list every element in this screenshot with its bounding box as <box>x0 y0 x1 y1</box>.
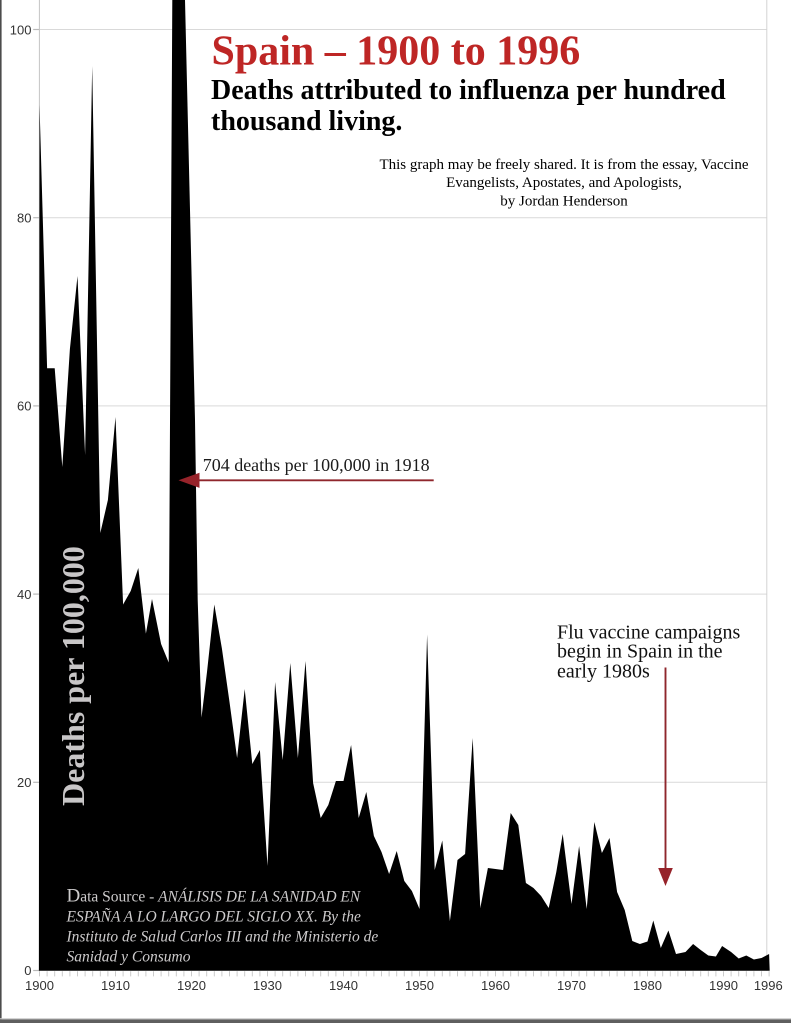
svg-text:100: 100 <box>10 22 32 37</box>
svg-text:Evangelists, Apostates, and Ap: Evangelists, Apostates, and Apologists, <box>446 175 682 191</box>
svg-text:1990: 1990 <box>709 978 738 993</box>
svg-text:Flu vaccine campaigns: Flu vaccine campaigns <box>557 621 740 643</box>
svg-text:thousand living.: thousand living. <box>211 106 402 137</box>
svg-text:80: 80 <box>17 211 31 226</box>
svg-text:20: 20 <box>17 775 31 790</box>
svg-text:Instituto de Salud Carlos III: Instituto de Salud Carlos III and the Mi… <box>66 929 379 946</box>
svg-text:Deaths per 100,000: Deaths per 100,000 <box>55 546 91 806</box>
svg-text:Deaths attributed to influenza: Deaths attributed to influenza per hundr… <box>211 75 726 106</box>
svg-text:This graph may be freely share: This graph may be freely shared. It is f… <box>379 157 748 173</box>
svg-text:60: 60 <box>17 399 31 414</box>
svg-text:1960: 1960 <box>481 978 510 993</box>
svg-text:1940: 1940 <box>329 978 358 993</box>
svg-text:1920: 1920 <box>177 978 206 993</box>
svg-text:early 1980s: early 1980s <box>557 661 650 683</box>
svg-text:1970: 1970 <box>557 978 586 993</box>
svg-text:Sanidad y Consumo: Sanidad y Consumo <box>67 948 191 965</box>
svg-text:begin in Spain in the: begin in Spain in the <box>557 640 723 662</box>
svg-text:1996: 1996 <box>754 978 783 993</box>
svg-text:1980: 1980 <box>633 978 662 993</box>
svg-text:1900: 1900 <box>25 978 54 993</box>
svg-text:1930: 1930 <box>253 978 282 993</box>
svg-text:40: 40 <box>17 587 31 602</box>
svg-text:704 deaths per 100,000 in 1918: 704 deaths per 100,000 in 1918 <box>203 455 430 475</box>
svg-text:Spain – 1900 to 1996: Spain – 1900 to 1996 <box>212 29 581 75</box>
svg-text:by Jordan Henderson: by Jordan Henderson <box>500 193 628 209</box>
svg-text:1950: 1950 <box>405 978 434 993</box>
svg-text:ESPAÑA A LO LARGO DEL SIGLO XX: ESPAÑA A LO LARGO DEL SIGLO XX. By the <box>66 909 361 926</box>
svg-text:1910: 1910 <box>101 978 130 993</box>
svg-text:Data Source - ANÁLISIS DE LA S: Data Source - ANÁLISIS DE LA SANIDAD EN <box>67 885 362 906</box>
svg-text:0: 0 <box>24 963 31 978</box>
